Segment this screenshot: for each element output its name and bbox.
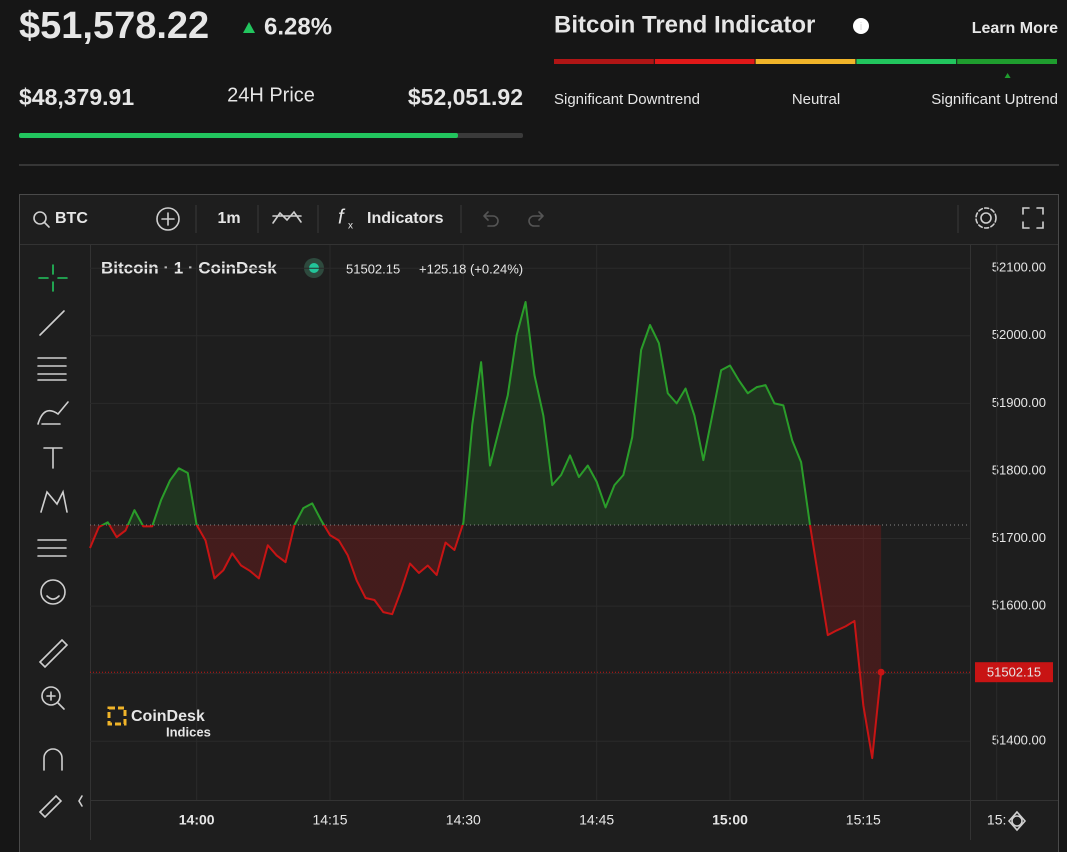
price-tag [975,662,1053,683]
price-line [89,301,883,760]
chart-type-icon[interactable] [272,210,302,224]
x-tick-label: 14:15 [312,812,347,828]
pattern-tool[interactable] [40,489,68,513]
text-tool[interactable] [43,447,63,469]
y-tick-label: 51800.00 [992,462,1046,477]
logo-sub: Indices [166,724,211,739]
price: $51,578.22 [19,5,209,47]
price-tag-label: 51502.15 [987,665,1041,680]
x-tick-label: 15:00 [712,812,748,828]
trend-label: Neutral [792,91,840,108]
search-icon-handle [43,221,50,228]
y-tick-label: 51400.00 [992,733,1046,748]
search-icon[interactable] [33,211,47,225]
x-tick-label: 15:15 [846,812,881,828]
legend-change: +125.18 (+0.24%) [419,261,523,276]
magnet-tool[interactable] [43,748,63,771]
range-fill [19,133,458,138]
settings-icon-ring [975,207,997,229]
symbol[interactable]: BTC [55,210,88,227]
trend-marker [1004,73,1011,78]
logo-mark [107,706,127,726]
brush-tool[interactable] [37,401,69,425]
trend-title: Bitcoin Trend Indicator [554,11,815,38]
crosshair-tool[interactable] [38,264,68,292]
x-tick-label: 15: [987,812,1006,828]
prediction-tool[interactable] [37,539,67,557]
high-price: $52,051.92 [408,84,523,110]
legend-value: 51502.15 [346,261,400,276]
emoji-tool[interactable] [40,579,66,605]
zoom-tool-plus [46,691,65,710]
x-tick-label: 14:30 [446,812,481,828]
price-change: 6.28% [264,13,332,40]
range-label: 24H Price [227,84,315,106]
redo-icon[interactable] [528,211,544,227]
trend-segment [856,59,957,64]
info-i: i [859,21,862,33]
low-price: $48,379.91 [19,84,134,110]
emoji-tool-smile [46,595,60,600]
info-icon[interactable] [853,18,869,34]
trend-segment [554,59,654,64]
y-tick-label: 51600.00 [992,598,1046,613]
add-icon-cross [161,212,175,226]
fib-tool[interactable] [37,357,67,381]
y-tick-label: 51700.00 [992,530,1046,545]
axis-settings[interactable] [1011,815,1023,827]
zoom-tool[interactable] [41,686,61,706]
area [90,302,882,759]
learn-more[interactable]: Learn More [972,20,1058,37]
trend-segment [755,59,856,64]
logo-name: CoinDesk [131,708,205,725]
y-tick-label: 51900.00 [992,395,1046,410]
trendline-tool[interactable] [39,310,65,336]
lock-tool[interactable] [38,794,63,819]
x-tick-label: 14:00 [179,812,215,828]
undo-icon[interactable] [483,211,499,227]
interval[interactable]: 1m [217,210,240,227]
indicators[interactable]: Indicators [367,210,444,227]
y-tick-label: 52000.00 [992,327,1046,342]
fx-icon[interactable]: f [338,206,346,228]
ruler-tool[interactable] [38,638,69,669]
trend-segment [957,59,1057,64]
x-tick-label: 14:45 [579,812,614,828]
up-arrow [243,22,255,33]
trend-segment [654,59,755,64]
last-point [877,668,885,676]
fx-icon-x: x [348,221,353,232]
add-icon[interactable] [156,207,180,231]
collapse-icon[interactable] [78,795,83,807]
axis-settings-ring [1007,810,1027,832]
trend-label: Significant Downtrend [554,91,700,108]
fullscreen-icon[interactable] [1022,207,1044,229]
y-tick-label: 52100.00 [992,260,1046,275]
settings-icon[interactable] [980,212,992,224]
trend-label: Significant Uptrend [931,91,1058,108]
